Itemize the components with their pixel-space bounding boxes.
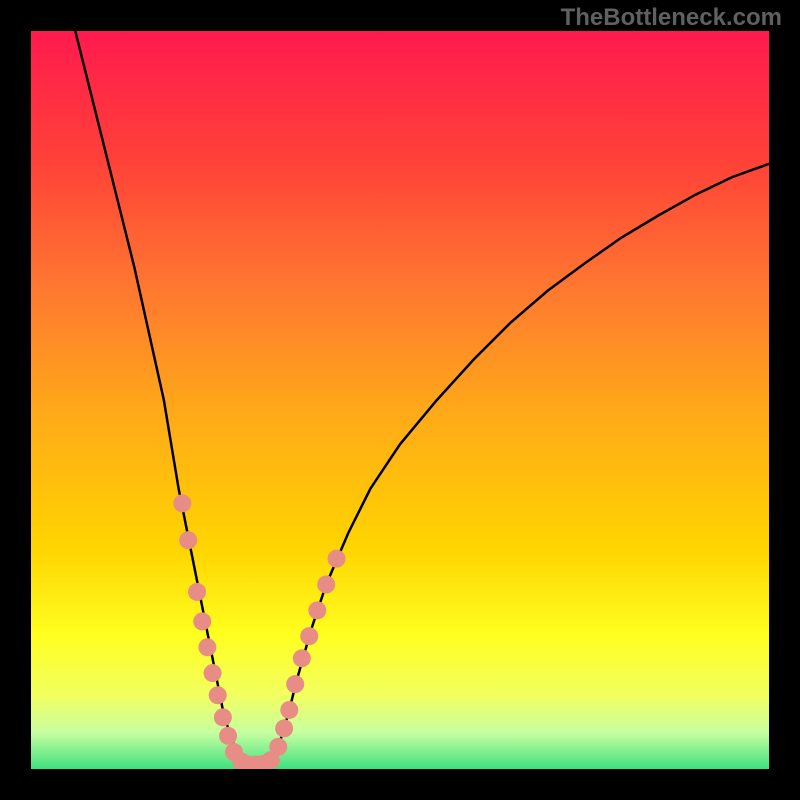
data-marker [179, 531, 197, 549]
data-marker [286, 675, 304, 693]
data-marker [209, 686, 227, 704]
data-marker [308, 601, 326, 619]
plot-area [31, 31, 769, 769]
data-marker [317, 576, 335, 594]
data-marker [198, 638, 216, 656]
chart-svg [31, 31, 769, 769]
data-marker [328, 550, 346, 568]
data-marker [300, 627, 318, 645]
data-marker [293, 649, 311, 667]
chart-frame: TheBottleneck.com [0, 0, 800, 800]
data-marker [214, 708, 232, 726]
data-marker [219, 727, 237, 745]
gradient-background [31, 31, 769, 769]
data-marker [193, 612, 211, 630]
data-marker [269, 738, 287, 756]
data-marker [188, 583, 206, 601]
data-marker [173, 494, 191, 512]
watermark-text: TheBottleneck.com [561, 4, 782, 32]
data-marker [275, 719, 293, 737]
data-marker [280, 701, 298, 719]
data-marker [204, 664, 222, 682]
